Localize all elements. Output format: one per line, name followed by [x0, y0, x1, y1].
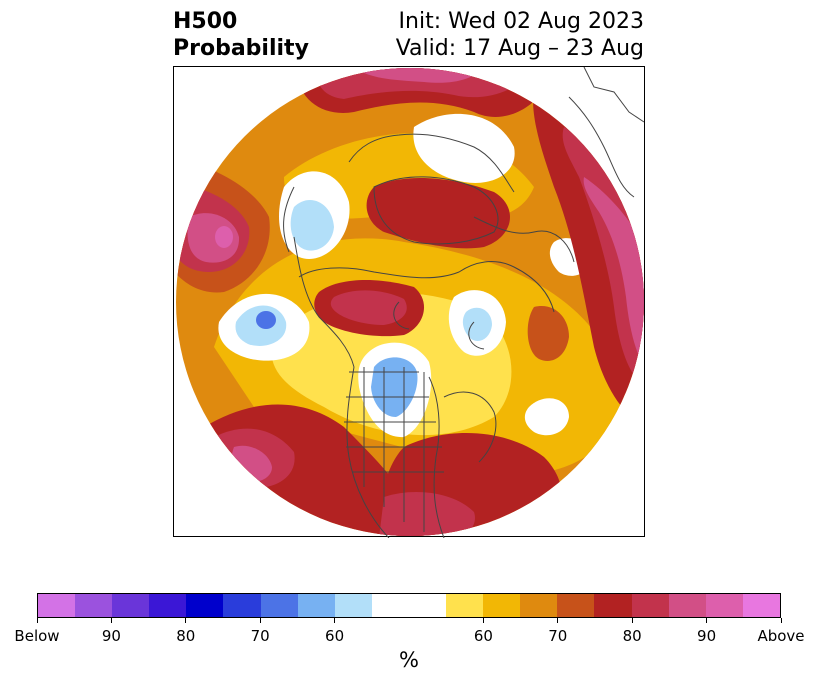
colorbar-tick-label: 90: [101, 627, 121, 645]
field-east-rose: [583, 177, 644, 367]
title-variable: H500: [173, 9, 238, 34]
colorbar-segment: [631, 594, 669, 617]
field-west-rose: [187, 213, 240, 263]
colorbar-segment: [446, 594, 484, 617]
colorbar-tick: [110, 618, 112, 623]
field-top-white: [413, 113, 515, 183]
colorbar-tick-label: 80: [176, 627, 196, 645]
colorbar-tick-label: Above: [757, 627, 805, 645]
colorbar-unit: %: [399, 648, 419, 672]
colorbar-tick: [334, 618, 336, 623]
map-panel: [173, 66, 645, 538]
coastlines: [283, 67, 645, 538]
field-america-crimson: [379, 492, 475, 536]
title-product: Probability: [173, 36, 309, 61]
colorbar-tick: [706, 618, 708, 623]
valid-range: Valid: 17 Aug – 23 Aug: [395, 36, 644, 61]
field-east-white: [524, 398, 569, 436]
colorbar-segment: [594, 594, 632, 617]
colorbar-tick: [557, 618, 559, 623]
colorbar-tick-label: 60: [325, 627, 345, 645]
probability-map: [176, 67, 645, 538]
colorbar-tick: [36, 618, 38, 623]
colorbar-tick: [259, 618, 261, 623]
field-west-pink: [215, 226, 233, 248]
colorbar-segment: [371, 594, 447, 617]
colorbar-segment: [705, 594, 743, 617]
init-date: Init: Wed 02 Aug 2023: [398, 9, 644, 34]
colorbar-segment: [260, 594, 298, 617]
colorbar-segment: [483, 594, 521, 617]
colorbar-segment: [149, 594, 187, 617]
colorbar-segment: [38, 594, 76, 617]
colorbar-segment: [557, 594, 595, 617]
colorbar-tick-label: 80: [622, 627, 642, 645]
colorbar-segment: [112, 594, 150, 617]
colorbar-segment: [520, 594, 558, 617]
colorbar-segment: [668, 594, 706, 617]
colorbar-tick: [631, 618, 633, 623]
map-dates: Init: Wed 02 Aug 2023 Valid: 17 Aug – 23…: [396, 8, 644, 62]
colorbar-tick-label: 70: [250, 627, 270, 645]
colorbar-tick: [185, 618, 187, 623]
colorbar-tick-label: 90: [697, 627, 717, 645]
colorbar-segment: [742, 594, 780, 617]
colorbar-tick: [780, 618, 782, 623]
colorbar-segment: [75, 594, 113, 617]
field-right-lightblue: [462, 307, 492, 341]
colorbar: [37, 593, 781, 618]
colorbar-segment: [223, 594, 261, 617]
probability-field: [176, 68, 644, 536]
field-atlantic-rust: [527, 306, 569, 361]
field-left-blue: [256, 311, 276, 329]
colorbar-tick-label: 70: [548, 627, 568, 645]
colorbar-tick-label: 60: [473, 627, 493, 645]
colorbar-segment: [186, 594, 224, 617]
colorbar-segment: [334, 594, 372, 617]
map-title: H500 Probability: [173, 8, 309, 62]
colorbar-tick-label: Below: [14, 627, 60, 645]
colorbar-segment: [297, 594, 335, 617]
field-north-red: [366, 177, 511, 249]
field-pole-crimson: [330, 290, 407, 325]
colorbar-tick: [482, 618, 484, 623]
field-upper-lightblue: [290, 199, 334, 251]
